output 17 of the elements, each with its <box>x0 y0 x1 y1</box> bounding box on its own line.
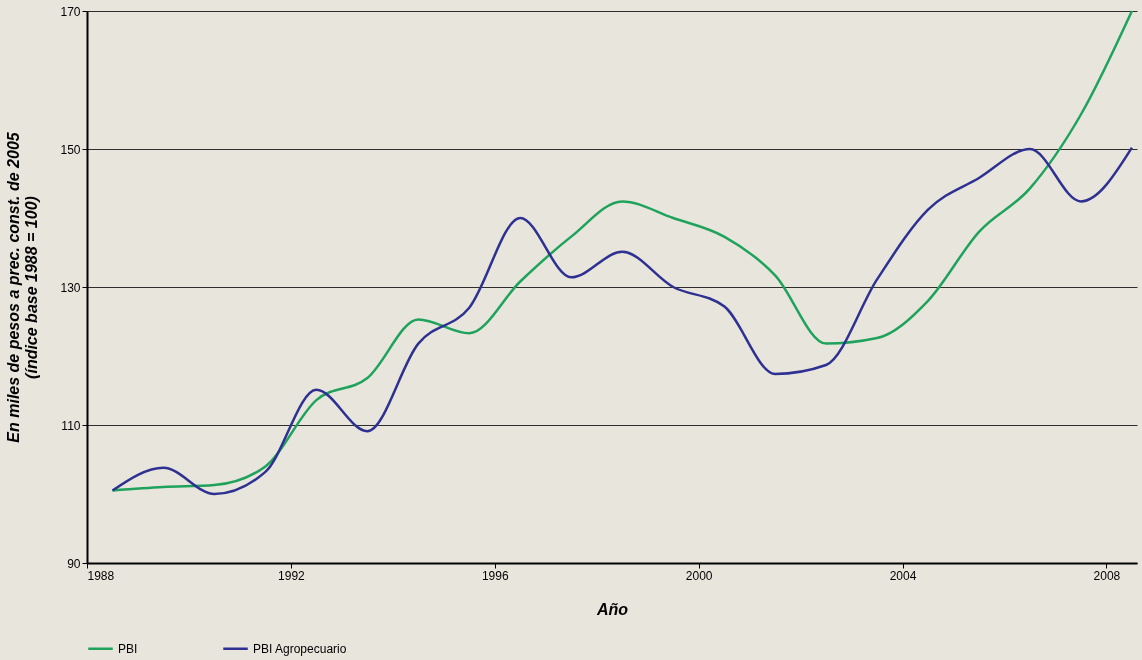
line-series <box>111 146 1134 496</box>
x-tick-label: 1992 <box>278 568 306 583</box>
line-series <box>111 9 1134 492</box>
x-axis-title: Año <box>595 600 629 618</box>
x-tick-label: 2000 <box>685 568 713 583</box>
x-tick-label: 2004 <box>889 568 917 583</box>
y-tick-label: 170 <box>60 4 81 19</box>
legend-label: PBI Agropecuario <box>253 641 347 656</box>
legend-label: PBI <box>118 641 138 656</box>
x-tick-label: 2008 <box>1093 568 1121 583</box>
y-tick-label: 90 <box>67 556 81 571</box>
y-tick-label: 150 <box>60 142 81 157</box>
y-tick-label: 130 <box>60 280 81 295</box>
y-tick-label: 110 <box>61 418 81 433</box>
y-axis-title: En miles de pesos a prec. const. de 2005 (índice base 1988 = 100) <box>5 131 41 443</box>
x-tick-label: 1988 <box>87 568 115 583</box>
x-tick-label: 1996 <box>481 568 509 583</box>
